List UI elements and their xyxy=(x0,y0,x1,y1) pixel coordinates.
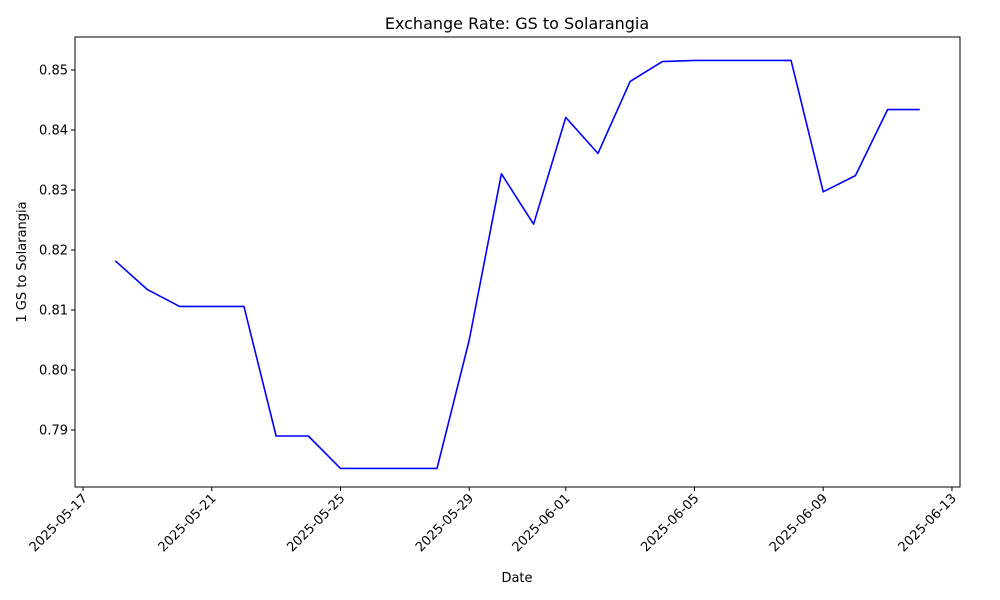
y-tick-label: 0.82 xyxy=(39,244,68,259)
y-tick-label: 0.83 xyxy=(39,184,68,199)
y-tick-label: 0.80 xyxy=(39,364,68,379)
x-axis-label: Date xyxy=(501,571,532,586)
series-line-0 xyxy=(114,59,920,470)
y-tick-label: 0.84 xyxy=(39,124,68,139)
y-axis-label: 1 GS to Solarangia xyxy=(15,201,30,322)
y-tick-label: 0.79 xyxy=(39,424,68,439)
y-tick-label: 0.85 xyxy=(39,64,68,79)
y-tick-label: 0.81 xyxy=(39,304,68,319)
axes-frame xyxy=(74,36,961,488)
chart-title: Exchange Rate: GS to Solarangia xyxy=(385,14,649,33)
